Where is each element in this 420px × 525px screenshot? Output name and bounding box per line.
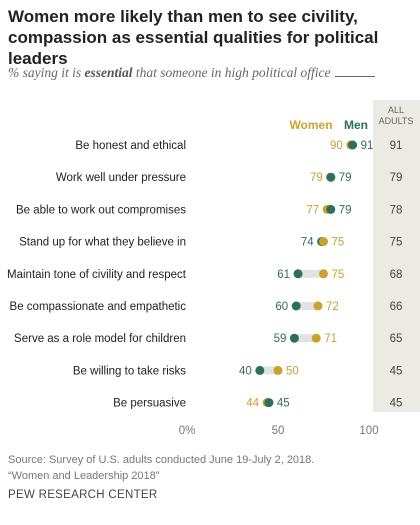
subtitle-rule — [334, 76, 375, 77]
legend-women: Women — [289, 118, 332, 132]
x-tick-label: 100 — [359, 425, 378, 437]
all-adults-value: 79 — [390, 172, 403, 184]
category-label: Be able to work out compromises — [16, 204, 186, 216]
gap-bar — [259, 366, 278, 375]
women-value-label: 72 — [326, 301, 339, 313]
men-value-label: 59 — [274, 333, 287, 345]
category-label: Be honest and ethical — [75, 140, 186, 152]
all-adults-value: 65 — [390, 333, 403, 345]
men-value-label: 60 — [275, 301, 288, 313]
women-value-label: 75 — [332, 237, 345, 249]
category-label: Be compassionate and empathetic — [10, 301, 187, 313]
all-adults-column-bg — [373, 100, 420, 412]
women-dot — [311, 333, 321, 343]
all-adults-value: 45 — [390, 365, 403, 377]
men-dot — [289, 333, 299, 343]
men-value-label: 79 — [339, 172, 352, 184]
all-adults-header-line2: ADULTS — [379, 116, 414, 126]
men-value-label: 40 — [239, 365, 252, 377]
all-adults-value: 91 — [390, 140, 403, 152]
women-dot — [313, 301, 323, 311]
gap-bar — [298, 269, 324, 278]
brand-label: PEW RESEARCH CENTER — [8, 489, 158, 501]
all-adults-value: 78 — [390, 204, 403, 216]
women-dot — [319, 237, 328, 247]
men-dot — [293, 269, 303, 279]
men-value-label: 79 — [339, 204, 352, 216]
men-dot — [348, 140, 358, 150]
footer: Source: Survey of U.S. adults conducted … — [8, 452, 408, 484]
women-value-label: 90 — [330, 140, 343, 152]
chart-title: Women more likely than men to see civili… — [8, 7, 379, 68]
men-dot — [326, 172, 336, 182]
women-dot — [273, 365, 283, 375]
category-label: Maintain tone of civility and respect — [7, 269, 187, 281]
women-value-label: 50 — [286, 365, 299, 377]
subtitle-suffix: that someone in high political office — [132, 65, 331, 80]
gap-bar — [296, 302, 319, 310]
category-label: Stand up for what they believe in — [19, 237, 186, 249]
men-dot — [255, 365, 265, 375]
women-value-label: 79 — [310, 172, 323, 184]
x-tick-label: 50 — [272, 425, 285, 437]
men-value-label: 74 — [301, 237, 314, 249]
women-value-label: 71 — [324, 333, 337, 345]
all-adults-value: 66 — [390, 301, 403, 313]
all-adults-header-line1: ALL — [388, 105, 404, 115]
category-label: Work well under pressure — [56, 172, 186, 184]
category-label: Be willing to take risks — [73, 365, 186, 377]
all-adults-value: 68 — [390, 269, 403, 281]
all-adults-value: 75 — [390, 237, 403, 249]
source-note: Source: Survey of U.S. adults conducted … — [8, 454, 315, 466]
category-label: Be persuasive — [113, 398, 186, 410]
men-value-label: 61 — [277, 269, 290, 281]
women-dot — [319, 269, 328, 279]
legend-men: Men — [344, 118, 368, 132]
men-value-label: 91 — [361, 140, 374, 152]
subtitle-prefix: % saying it is — [8, 65, 85, 80]
men-dot — [264, 398, 274, 408]
x-tick-label: 0% — [179, 425, 196, 437]
gap-bar — [294, 334, 317, 343]
subtitle-emphasis: essential — [84, 65, 133, 80]
men-dot — [326, 204, 336, 214]
women-value-label: 44 — [246, 398, 259, 410]
report-note: “Women and Leadership 2018” — [8, 470, 160, 482]
all-adults-value: 45 — [390, 398, 403, 410]
men-dot — [291, 301, 301, 311]
women-value-label: 75 — [332, 269, 345, 281]
men-value-label: 45 — [277, 398, 290, 410]
chart-subtitle: % saying it is essential that someone in… — [8, 65, 418, 81]
women-value-label: 77 — [306, 204, 319, 216]
category-label: Serve as a role model for children — [14, 333, 186, 345]
